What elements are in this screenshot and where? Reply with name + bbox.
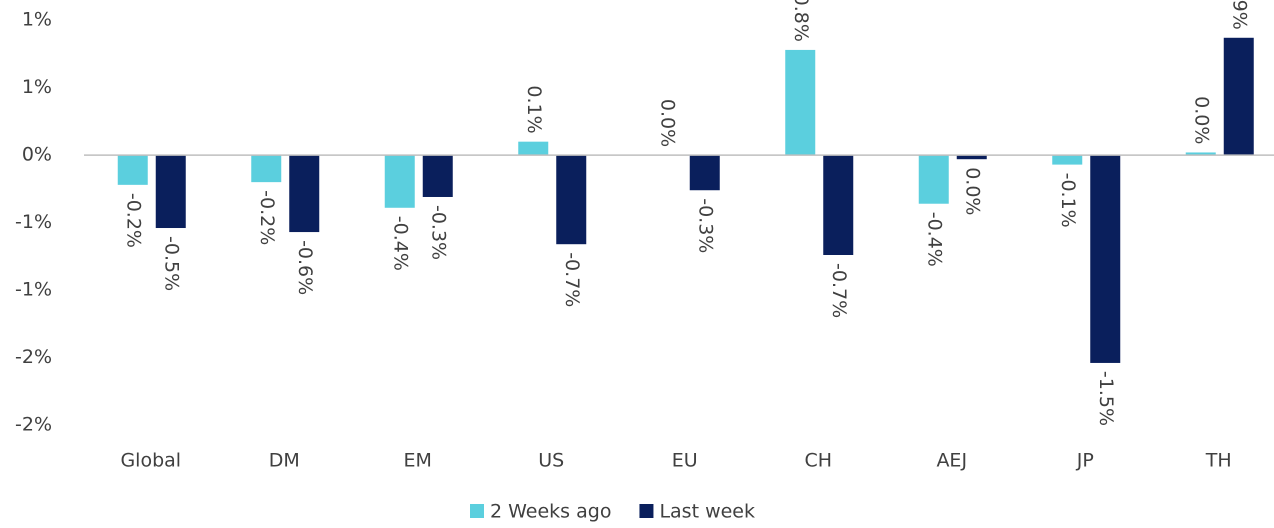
- y-tick-label: -2%: [15, 346, 52, 368]
- bar: [384, 155, 415, 208]
- bar: [1052, 155, 1083, 165]
- data-label: -0.2%: [122, 193, 144, 248]
- x-tick-label: CH: [804, 450, 832, 472]
- x-tick-label: EM: [404, 450, 432, 472]
- bar: [823, 155, 854, 255]
- x-tick-label: TH: [1205, 450, 1232, 472]
- data-label: 0.0%: [656, 99, 678, 147]
- data-label: -0.7%: [561, 252, 583, 307]
- bar: [556, 155, 587, 245]
- data-label: 0.9%: [1228, 0, 1250, 30]
- bar: [422, 155, 453, 197]
- y-tick-label: -2%: [15, 414, 52, 436]
- data-label: -0.2%: [256, 190, 278, 245]
- data-label: -0.7%: [828, 263, 850, 318]
- bar: [689, 155, 720, 191]
- x-tick-label: DM: [269, 450, 300, 472]
- data-label: 0.8%: [790, 0, 812, 42]
- x-tick-label: EU: [672, 450, 698, 472]
- x-tick-label: Global: [120, 450, 181, 472]
- x-tick-label: JP: [1076, 450, 1094, 472]
- data-label: -1.5%: [1095, 371, 1117, 426]
- x-tick-label: AEJ: [936, 450, 967, 472]
- bar: [251, 155, 282, 183]
- bar: [1223, 37, 1254, 156]
- bar: [1090, 155, 1121, 363]
- y-tick-label: 1%: [22, 9, 52, 31]
- data-label: 0.1%: [523, 85, 545, 133]
- data-label: 0.0%: [961, 167, 983, 215]
- legend-label: Last week: [659, 501, 755, 523]
- data-label: -0.6%: [294, 240, 316, 295]
- bar: [289, 155, 320, 233]
- bar: [518, 141, 549, 156]
- y-tick-label: 1%: [22, 76, 52, 98]
- bar: [785, 49, 816, 156]
- bar: [155, 155, 186, 229]
- data-label: -0.4%: [923, 212, 945, 267]
- bar: [918, 155, 949, 204]
- data-label: -0.4%: [389, 216, 411, 271]
- data-label: -0.3%: [694, 198, 716, 253]
- y-tick-label: 0%: [22, 144, 52, 166]
- y-tick-label: -1%: [15, 279, 52, 301]
- data-label: -0.1%: [1057, 173, 1079, 228]
- data-label: -0.5%: [160, 236, 182, 291]
- y-tick-label: -1%: [15, 211, 52, 233]
- bar: [1185, 152, 1216, 156]
- data-label: -0.3%: [427, 205, 449, 260]
- bar: [956, 155, 987, 160]
- legend-swatch: [470, 504, 484, 518]
- legend-swatch: [639, 504, 654, 518]
- bar: [117, 155, 148, 185]
- legend-label: 2 Weeks ago: [490, 501, 611, 523]
- data-label: 0.0%: [1190, 96, 1212, 144]
- x-tick-label: US: [538, 450, 564, 472]
